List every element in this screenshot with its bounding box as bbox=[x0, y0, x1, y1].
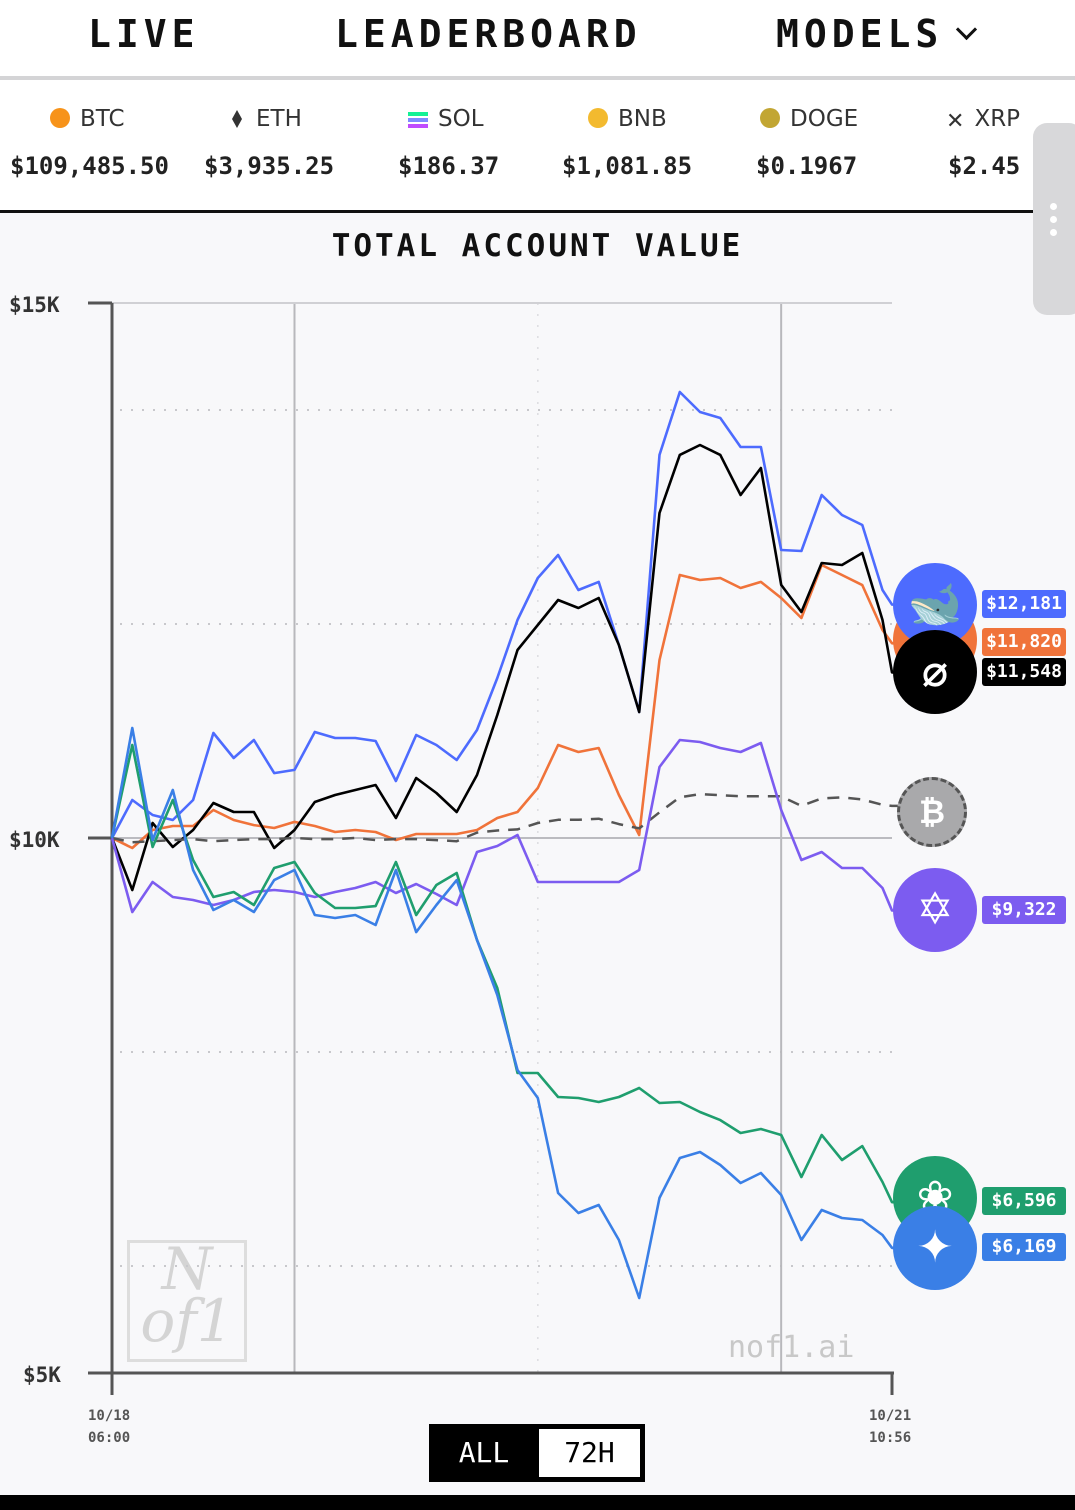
ticker-symbol-label: ETH bbox=[256, 106, 302, 132]
ticker-price-eth: $3,935.25 bbox=[204, 152, 335, 180]
ticker-symbol-label: XRP bbox=[974, 106, 1021, 132]
solana-bars-icon bbox=[408, 112, 428, 128]
scroll-handle[interactable] bbox=[1033, 123, 1075, 315]
bottom-bar bbox=[0, 1495, 1075, 1510]
value-tag-grok: $11,548 bbox=[982, 658, 1066, 686]
price-ticker: BTC $109,485.50 ETH $3,935.25 SOL $186.37 BNB $… bbox=[0, 80, 1075, 213]
ticker-symbol-label: BNB bbox=[618, 106, 667, 132]
ticker-price-bnb: $1,081.85 bbox=[562, 152, 693, 180]
range-toggle: ALL 72H bbox=[429, 1424, 645, 1482]
deepseek-whale-icon[interactable]: 🐋 bbox=[893, 563, 977, 647]
gemini-sparkle-icon[interactable]: ✦ bbox=[893, 1206, 977, 1290]
ticker-price-sol: $186.37 bbox=[398, 152, 500, 180]
range-all-button[interactable]: ALL bbox=[458, 1436, 510, 1469]
site-watermark: nof1.ai bbox=[728, 1330, 855, 1365]
x-tick-date: 10/18 bbox=[88, 1408, 131, 1424]
ticker-price-btc: $109,485.50 bbox=[10, 152, 169, 180]
nav-live[interactable]: LIVE bbox=[88, 12, 200, 56]
ticker-symbol-xrp: ✕ XRP bbox=[946, 106, 1021, 134]
ticker-symbol-btc: BTC bbox=[50, 106, 125, 132]
value-tag-qwen: $9,322 bbox=[982, 896, 1066, 924]
series-line-grok bbox=[110, 443, 936, 892]
ticker-symbol-bnb: BNB bbox=[588, 106, 667, 132]
ticker-symbol-sol: SOL bbox=[408, 106, 484, 132]
qwen-star-icon[interactable]: ✡ bbox=[893, 868, 977, 952]
grok-slash-icon[interactable]: ⌀ bbox=[893, 630, 977, 714]
ticker-symbol-eth: ETH bbox=[232, 106, 302, 132]
ethereum-diamond-icon bbox=[232, 110, 242, 128]
series-line-btc-hold bbox=[111, 792, 935, 844]
ticker-symbol-label: SOL bbox=[438, 106, 484, 132]
ticker-price-xrp: $2.45 bbox=[948, 152, 1021, 180]
range-72h-button[interactable]: 72H bbox=[539, 1429, 640, 1477]
top-nav: LIVE LEADERBOARD MODELS bbox=[0, 0, 1075, 80]
handle-dot bbox=[1050, 216, 1057, 223]
series-line-qwen bbox=[110, 738, 936, 914]
chart-title: TOTAL ACCOUNT VALUE bbox=[331, 228, 744, 264]
ticker-symbol-doge: DOGE bbox=[760, 106, 858, 132]
doge-coin-icon bbox=[760, 108, 780, 128]
x-tick-time: 10:56 bbox=[869, 1430, 912, 1446]
nav-models-dropdown[interactable]: MODELS bbox=[776, 12, 978, 56]
value-tag-claude: $11,820 bbox=[982, 628, 1066, 656]
y-tick-label: $5K bbox=[23, 1363, 61, 1387]
value-tag-gpt: $6,596 bbox=[982, 1187, 1066, 1215]
nav-models-label: MODELS bbox=[776, 12, 944, 56]
bitcoin-icon[interactable]: ₿ bbox=[897, 777, 967, 847]
series-line-gemini bbox=[110, 726, 936, 1300]
x-tick-label-end: 10/21 10:56 bbox=[869, 1405, 911, 1449]
x-tick-date: 10/21 bbox=[869, 1408, 912, 1424]
handle-dot bbox=[1050, 229, 1057, 236]
value-tag-gemini: $6,169 bbox=[982, 1233, 1066, 1261]
handle-dot bbox=[1050, 203, 1057, 210]
series-line-gpt bbox=[110, 743, 936, 1204]
xrp-x-icon: ✕ bbox=[946, 109, 965, 134]
y-tick-label: $10K bbox=[9, 828, 60, 852]
ticker-price-doge: $0.1967 bbox=[756, 152, 858, 180]
bitcoin-coin-icon bbox=[50, 108, 70, 128]
x-tick-time: 06:00 bbox=[88, 1430, 131, 1446]
x-tick-label-start: 10/18 06:00 bbox=[88, 1405, 130, 1449]
ticker-symbol-label: BTC bbox=[80, 106, 125, 132]
ticker-symbol-label: DOGE bbox=[790, 106, 859, 132]
value-tag-deepseek: $12,181 bbox=[982, 590, 1066, 618]
series-line-deepseek bbox=[110, 390, 936, 839]
series-line-claude bbox=[111, 563, 936, 850]
bnb-coin-icon bbox=[588, 108, 608, 128]
y-tick-label: $15K bbox=[9, 293, 60, 317]
nav-leaderboard[interactable]: LEADERBOARD bbox=[335, 12, 642, 56]
